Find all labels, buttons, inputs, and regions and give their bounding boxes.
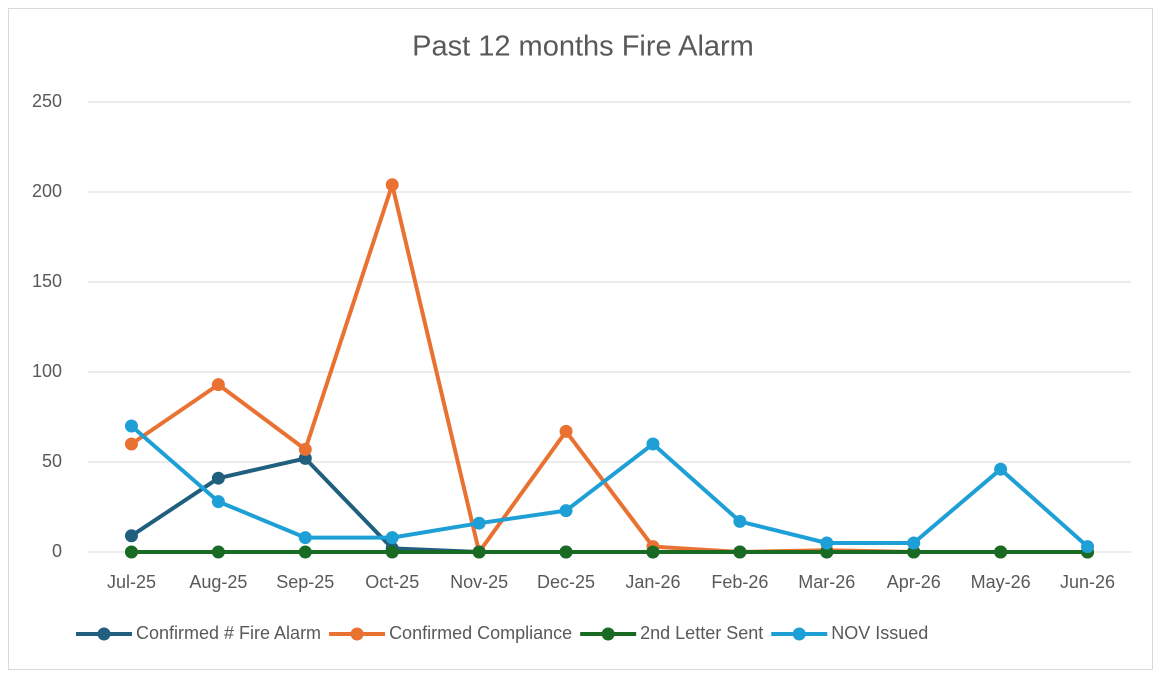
series-line <box>130 424 1089 549</box>
data-point <box>646 437 660 451</box>
data-point <box>733 514 747 528</box>
data-point <box>820 536 834 550</box>
data-point <box>907 536 921 550</box>
x-tick-label: Sep-25 <box>276 572 334 592</box>
legend-label: NOV Issued <box>831 623 928 643</box>
data-point <box>124 419 138 433</box>
y-tick-label: 200 <box>32 181 62 201</box>
data-point <box>211 545 225 559</box>
legend-label: Confirmed # Fire Alarm <box>136 623 321 643</box>
y-tick-label: 250 <box>32 91 62 111</box>
data-point <box>646 545 660 559</box>
chart-border <box>8 8 1153 670</box>
data-point <box>211 378 225 392</box>
data-point <box>733 545 747 559</box>
data-point <box>559 504 573 518</box>
y-tick-label: 0 <box>52 541 62 561</box>
legend-label: Confirmed Compliance <box>389 623 572 643</box>
chart-title: Past 12 months Fire Alarm <box>412 31 754 63</box>
x-tick-label: Apr-26 <box>887 572 941 592</box>
data-point <box>472 545 486 559</box>
data-point <box>298 545 312 559</box>
x-tick-label: Mar-26 <box>798 572 855 592</box>
x-tick-label: Oct-25 <box>365 572 419 592</box>
x-tick-label: May-26 <box>971 572 1031 592</box>
data-point <box>385 178 399 192</box>
x-tick-label: Nov-25 <box>450 572 508 592</box>
x-tick-label: Jun-26 <box>1060 572 1115 592</box>
data-point <box>559 424 573 438</box>
data-point <box>124 545 138 559</box>
y-tick-label: 100 <box>32 361 62 381</box>
data-point <box>211 471 225 485</box>
data-point <box>385 531 399 545</box>
x-tick-label: Aug-25 <box>189 572 247 592</box>
data-point <box>385 545 399 559</box>
x-tick-label: Dec-25 <box>537 572 595 592</box>
x-tick-label: Feb-26 <box>711 572 768 592</box>
data-point <box>472 516 486 530</box>
y-tick-label: 150 <box>32 271 62 291</box>
data-point <box>907 545 921 559</box>
data-point <box>994 545 1008 559</box>
legend-marker <box>350 627 364 641</box>
x-tick-label: Jan-26 <box>625 572 680 592</box>
data-point <box>559 545 573 559</box>
data-point <box>994 462 1008 476</box>
y-tick-label: 50 <box>42 451 62 471</box>
x-tick-label: Jul-25 <box>107 572 156 592</box>
data-point <box>820 545 834 559</box>
data-point <box>298 442 312 456</box>
data-point <box>1081 540 1095 554</box>
legend-marker <box>601 627 615 641</box>
data-point <box>124 529 138 543</box>
data-point <box>211 495 225 509</box>
legend-label: 2nd Letter Sent <box>640 623 763 643</box>
legend-marker <box>97 627 111 641</box>
legend-marker <box>792 627 806 641</box>
data-point <box>124 437 138 451</box>
data-point <box>298 451 312 465</box>
data-point <box>298 531 312 545</box>
